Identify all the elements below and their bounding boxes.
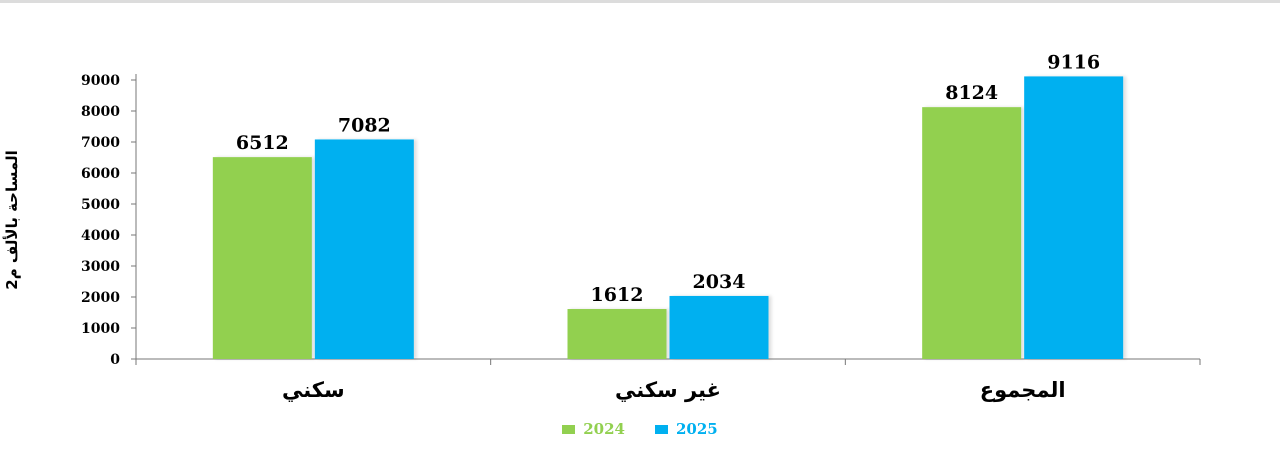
category-label: المجموع [980,378,1066,402]
data-label: 7082 [338,114,391,136]
bar-2025 [314,139,414,359]
y-tick-label: 3000 [81,259,120,275]
y-tick-label: 5000 [81,197,120,213]
data-label: 9116 [1047,51,1100,73]
axes: 0 1000 2000 3000 4000 5000 6000 7000 8000 9000 سكن… [81,73,1201,402]
y-tick-label: 8000 [81,104,120,120]
top-border [0,0,1280,3]
legend-label: 2024 [583,420,625,438]
y-tick-label: 0 [110,352,120,368]
data-labels: 6512 7082 1612 2034 8124 9116 [236,51,1100,306]
y-tick-label: 4000 [81,228,120,244]
y-tick-label: 9000 [81,73,120,89]
y-tick-label: 2000 [81,290,120,306]
legend-item: 2024 [562,420,625,438]
data-label: 6512 [236,132,289,154]
bar-2024 [212,157,312,359]
legend-swatch [655,424,668,434]
bar-2025 [669,295,769,359]
data-label: 1612 [591,284,644,306]
data-label: 8124 [945,82,998,104]
legend: 2024 2025 [0,420,1280,438]
bar-2025 [1024,76,1124,360]
y-tick-label: 7000 [81,135,120,151]
legend-item: 2025 [655,420,718,438]
data-label: 2034 [693,271,746,293]
bars [212,76,1124,360]
category-label: غير سكني [615,378,721,402]
legend-label: 2025 [676,420,718,438]
bar-2024 [922,107,1022,359]
y-tick-label: 6000 [81,166,120,182]
y-tick-label: 1000 [81,321,120,337]
category-label: سكني [282,378,345,402]
legend-swatch [562,424,576,434]
bar-2024 [567,309,667,359]
